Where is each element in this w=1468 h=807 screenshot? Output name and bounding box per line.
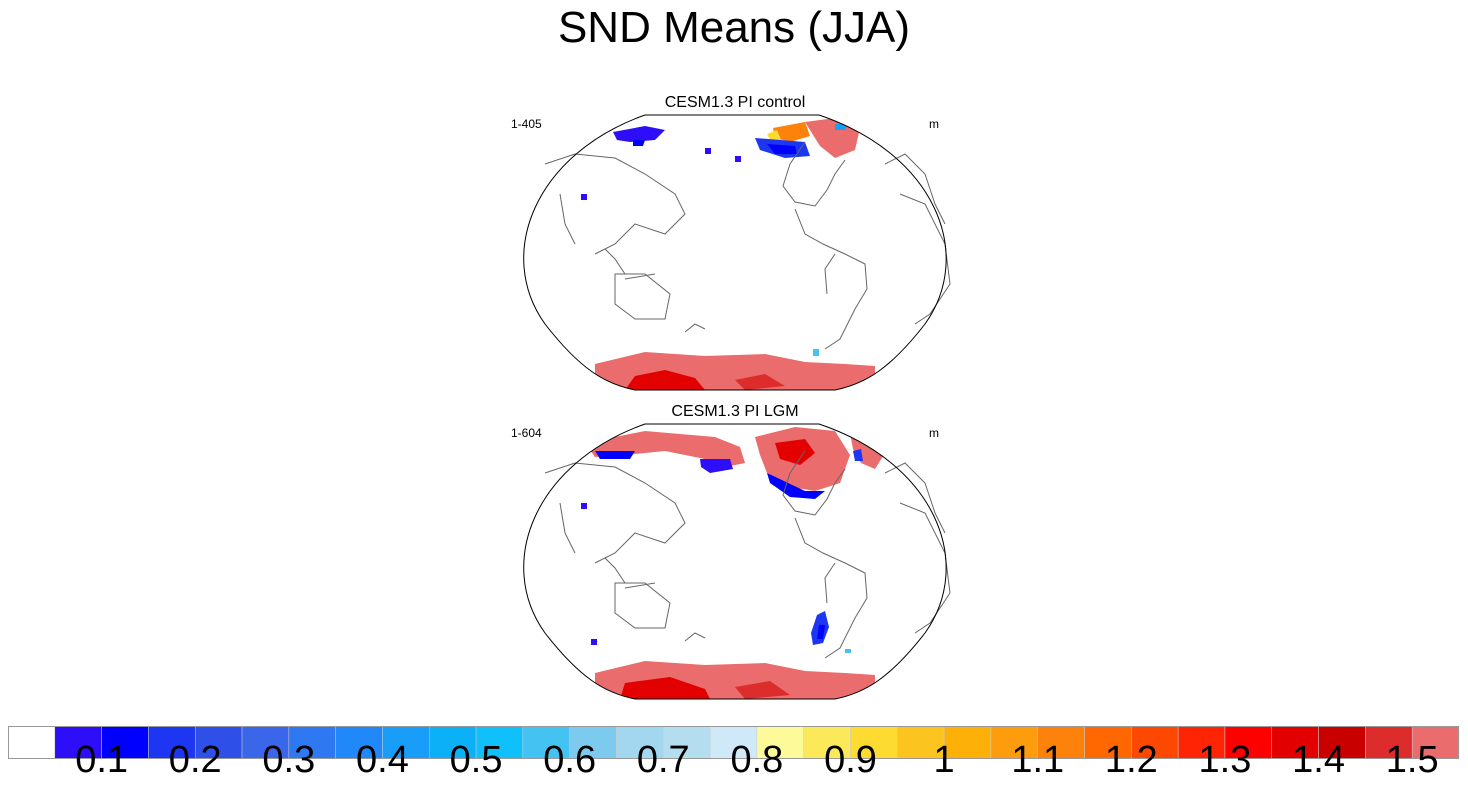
colorbar-swatch	[1037, 726, 1085, 759]
panel-left-string: 1-405	[511, 117, 542, 131]
colorbar-tick-label: 0.3	[262, 739, 316, 781]
colorbar-swatch	[1365, 726, 1413, 759]
colorbar-swatch	[990, 726, 1039, 759]
colorbar-tick-label: 0.8	[730, 739, 784, 781]
colorbar-swatch	[54, 726, 102, 759]
colorbar-tick-label: 1.4	[1292, 739, 1345, 781]
coastlines	[544, 450, 951, 659]
map-panel-pi-lgm: CESM1.3 PI LGM 1-604 m	[505, 403, 965, 703]
colorbar-tick-label: 0.7	[636, 739, 690, 781]
colorbar-swatch	[943, 726, 992, 759]
colorbar-swatch	[1271, 726, 1319, 759]
colorbar-swatch	[241, 726, 290, 759]
panel-units: m	[929, 117, 939, 131]
colorbar-tick-label: 0.2	[168, 739, 222, 781]
coastlines	[544, 141, 951, 350]
panel-units: m	[929, 426, 939, 440]
map-panel-pi-control: CESM1.3 PI control 1-405 m	[505, 94, 965, 394]
world-map	[523, 114, 951, 391]
colorbar-swatch	[850, 726, 898, 759]
colorbar-swatch	[616, 726, 664, 759]
colorbar-swatch	[475, 726, 524, 759]
colorbar-swatch	[522, 726, 570, 759]
colorbar-swatch	[8, 726, 56, 759]
colorbar-tick-label: 1.2	[1104, 739, 1158, 781]
panel-title: CESM1.3 PI LGM	[671, 403, 799, 420]
colorbar-outline	[8, 726, 1459, 759]
colorbar-tick-label: 0.5	[449, 739, 503, 781]
colorbar-swatch	[1084, 726, 1132, 759]
colorbar-tick-label: 1.1	[1011, 739, 1065, 781]
colorbar-tick-label: 0.1	[75, 739, 129, 781]
colorbar-swatch	[709, 726, 758, 759]
map-border	[523, 114, 947, 391]
snow-depth-field	[581, 427, 885, 699]
snow-depth-field	[581, 118, 875, 390]
colorbar-swatch	[194, 726, 243, 759]
colorbar-swatch	[756, 726, 804, 759]
colorbar-tick-label: 0.9	[824, 739, 877, 781]
figure-title: SND Means (JJA)	[557, 3, 911, 52]
colorbar-swatch	[148, 726, 196, 759]
colorbar	[8, 726, 1460, 759]
colorbar-tick-label: 1	[933, 739, 955, 781]
colorbar-tick-label: 0.4	[356, 739, 409, 781]
colorbar-swatch	[569, 726, 617, 759]
colorbar-swatch	[897, 726, 945, 759]
map-border	[523, 423, 947, 700]
panel-left-string: 1-604	[511, 426, 542, 440]
panel-title: CESM1.3 PI control	[664, 94, 806, 111]
colorbar-tick-label: 1.5	[1385, 739, 1439, 781]
colorbar-tick-label: 1.3	[1198, 739, 1252, 781]
colorbar-tick-label: 0.6	[543, 739, 597, 781]
colorbar-swatch	[663, 726, 711, 759]
colorbar-swatch	[101, 726, 149, 759]
world-map	[523, 423, 951, 700]
